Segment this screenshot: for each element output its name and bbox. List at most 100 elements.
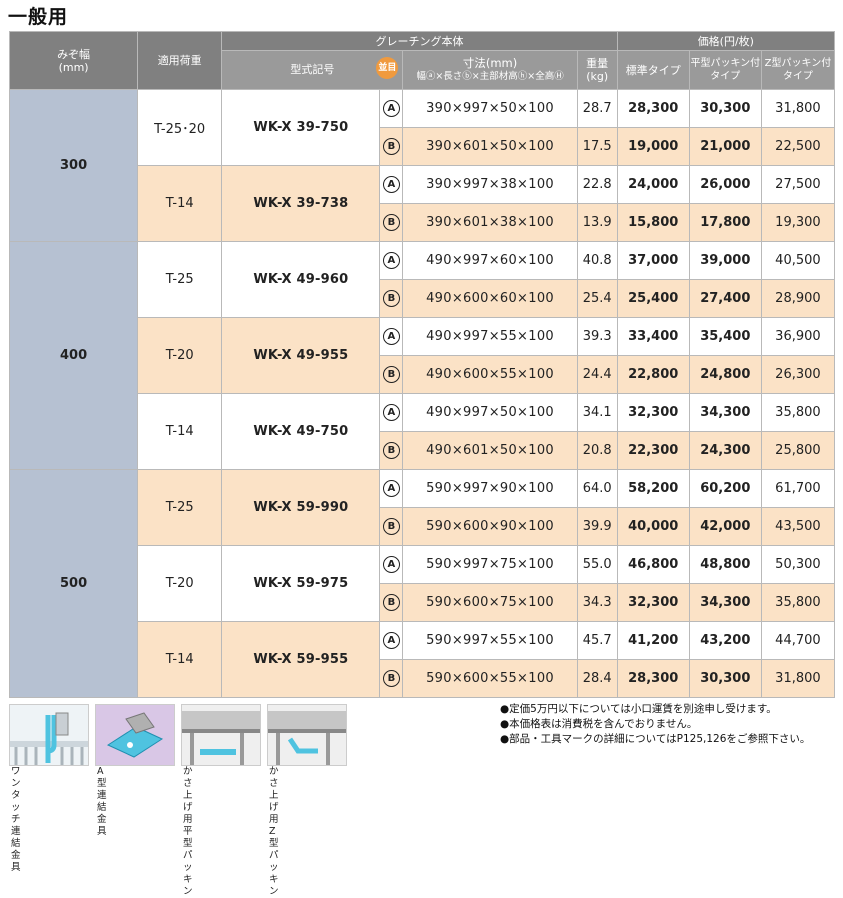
- page-title: 一般用: [8, 6, 69, 28]
- table-row: B 390×601×50×100 17.5 19,000 21,000 22,500: [10, 127, 836, 166]
- price-z-cell: 31,800: [760, 659, 836, 698]
- header-z: Z型パッキン付 タイプ: [760, 50, 836, 90]
- price-flat-cell: 43,200: [688, 621, 762, 660]
- weight-cell: 34.3: [576, 583, 618, 622]
- type-cell: B: [379, 279, 404, 318]
- model-cell: WK-X 49-955: [221, 317, 381, 394]
- load-cell: T-25: [137, 241, 223, 318]
- load-cell: T-14: [137, 621, 223, 698]
- dim-cell: 590×600×75×100: [402, 583, 578, 622]
- price-flat-cell: 42,000: [688, 507, 762, 546]
- type-b-icon: B: [382, 366, 400, 383]
- price-flat-cell: 60,200: [688, 469, 762, 508]
- price-std-cell: 28,300: [616, 659, 690, 698]
- weight-cell: 17.5: [576, 127, 618, 166]
- weight-cell: 55.0: [576, 545, 618, 584]
- note-item: ●定価5万円以下については小口運賃を別途申し受けます。: [500, 703, 777, 715]
- weight-cell: 45.7: [576, 621, 618, 660]
- model-cell: WK-X 49-960: [221, 241, 381, 318]
- price-flat-cell: 34,300: [688, 393, 762, 432]
- part-label-a-type: A型連結金具: [97, 766, 107, 837]
- flat-packing-icon: [181, 704, 261, 766]
- type-cell: A: [379, 469, 404, 508]
- dim-cell: 590×997×55×100: [402, 621, 578, 660]
- weight-cell: 20.8: [576, 431, 618, 470]
- dim-cell: 390×997×50×100: [402, 89, 578, 128]
- price-std-cell: 40,000: [616, 507, 690, 546]
- model-cell: WK-X 39-750: [221, 89, 381, 166]
- load-cell: T-20: [137, 545, 223, 622]
- weight-cell: 40.8: [576, 241, 618, 280]
- width-cell: 500: [8, 469, 139, 698]
- price-z-cell: 43,500: [760, 507, 836, 546]
- price-z-cell: 25,800: [760, 431, 836, 470]
- type-a-icon: A: [382, 252, 400, 269]
- part-label-one-touch: ワンタッチ 連結金具: [11, 766, 21, 873]
- model-cell: WK-X 59-990: [221, 469, 381, 546]
- price-std-cell: 46,800: [616, 545, 690, 584]
- dim-cell: 490×600×60×100: [402, 279, 578, 318]
- price-std-cell: 22,300: [616, 431, 690, 470]
- table-row: 300 T-25･20 WK-X 39-750 A 390×997×50×100 28.7…: [8, 89, 836, 242]
- type-a-icon: A: [382, 556, 400, 573]
- price-flat-cell: 39,000: [688, 241, 762, 280]
- header-flat: 平型パッキン付 タイプ: [688, 50, 762, 90]
- price-std-cell: 41,200: [616, 621, 690, 660]
- table-row: B 590×600×90×100 39.9 40,000 42,000 43,500: [10, 507, 836, 546]
- type-cell: B: [379, 659, 404, 698]
- type-b-icon: B: [382, 138, 400, 155]
- price-std-cell: 33,400: [616, 317, 690, 356]
- price-std-cell: 32,300: [616, 583, 690, 622]
- header-price-group: 価格(円/枚): [616, 31, 836, 51]
- weight-cell: 39.3: [576, 317, 618, 356]
- price-z-cell: 26,300: [760, 355, 836, 394]
- dim-cell: 590×600×90×100: [402, 507, 578, 546]
- header-dim: 寸法(mm) 幅ⓐ×長さⓑ×主部材高ⓗ×全高Ⓗ: [402, 50, 578, 90]
- type-b-icon: B: [382, 214, 400, 231]
- table-row: 400 T-25 WK-X 49-960 A 490×997×60×100 40.8 37,…: [8, 241, 836, 470]
- weight-cell: 64.0: [576, 469, 618, 508]
- dim-cell: 490×600×55×100: [402, 355, 578, 394]
- price-z-cell: 35,800: [760, 393, 836, 432]
- type-cell: A: [379, 545, 404, 584]
- type-b-icon: B: [382, 290, 400, 307]
- dim-cell: 390×601×38×100: [402, 203, 578, 242]
- dim-cell: 590×600×55×100: [402, 659, 578, 698]
- dim-cell: 490×997×50×100: [402, 393, 578, 432]
- header-model: 型式記号 並目: [221, 50, 404, 90]
- dim-cell: 490×997×60×100: [402, 241, 578, 280]
- type-b-icon: B: [382, 518, 400, 535]
- price-std-cell: 15,800: [616, 203, 690, 242]
- note-item: ●部品・工具マークの詳細についてはP125,126をご参照下さい。: [500, 733, 811, 745]
- dim-cell: 490×601×50×100: [402, 431, 578, 470]
- width-cell: 400: [8, 241, 139, 470]
- table-row: B 390×601×38×100 13.9 15,800 17,800 19,300: [10, 203, 836, 242]
- price-z-cell: 50,300: [760, 545, 836, 584]
- badge-icon: 並目: [376, 57, 399, 79]
- table-row: B 490×601×50×100 20.8 22,300 24,300 25,800: [10, 431, 836, 470]
- type-cell: A: [379, 621, 404, 660]
- weight-cell: 13.9: [576, 203, 618, 242]
- header-std: 標準タイプ: [616, 50, 690, 90]
- price-z-cell: 22,500: [760, 127, 836, 166]
- weight-cell: 25.4: [576, 279, 618, 318]
- one-touch-clip-icon: [9, 704, 89, 766]
- price-z-cell: 40,500: [760, 241, 836, 280]
- price-z-cell: 27,500: [760, 165, 836, 204]
- table-row: T-20 WK-X 59-975 A 590×997×75×100 55.0 46,800…: [10, 545, 836, 622]
- a-type-clip-icon: [95, 704, 175, 766]
- type-b-icon: B: [382, 594, 400, 611]
- price-std-cell: 25,400: [616, 279, 690, 318]
- model-cell: WK-X 49-750: [221, 393, 381, 470]
- price-std-cell: 28,300: [616, 89, 690, 128]
- table-row: B 590×600×55×100 28.4 28,300 30,300 31,800: [10, 659, 836, 698]
- table-row: B 590×600×75×100 34.3 32,300 34,300 35,800: [10, 583, 836, 622]
- load-cell: T-14: [137, 393, 223, 470]
- part-label-flat: かさ上げ用 平型パッキン: [183, 766, 193, 897]
- price-z-cell: 36,900: [760, 317, 836, 356]
- price-flat-cell: 30,300: [688, 89, 762, 128]
- price-flat-cell: 17,800: [688, 203, 762, 242]
- price-flat-cell: 30,300: [688, 659, 762, 698]
- load-cell: T-25･20: [137, 89, 223, 166]
- table-row: B 490×600×55×100 24.4 22,800 24,800 26,300: [10, 355, 836, 394]
